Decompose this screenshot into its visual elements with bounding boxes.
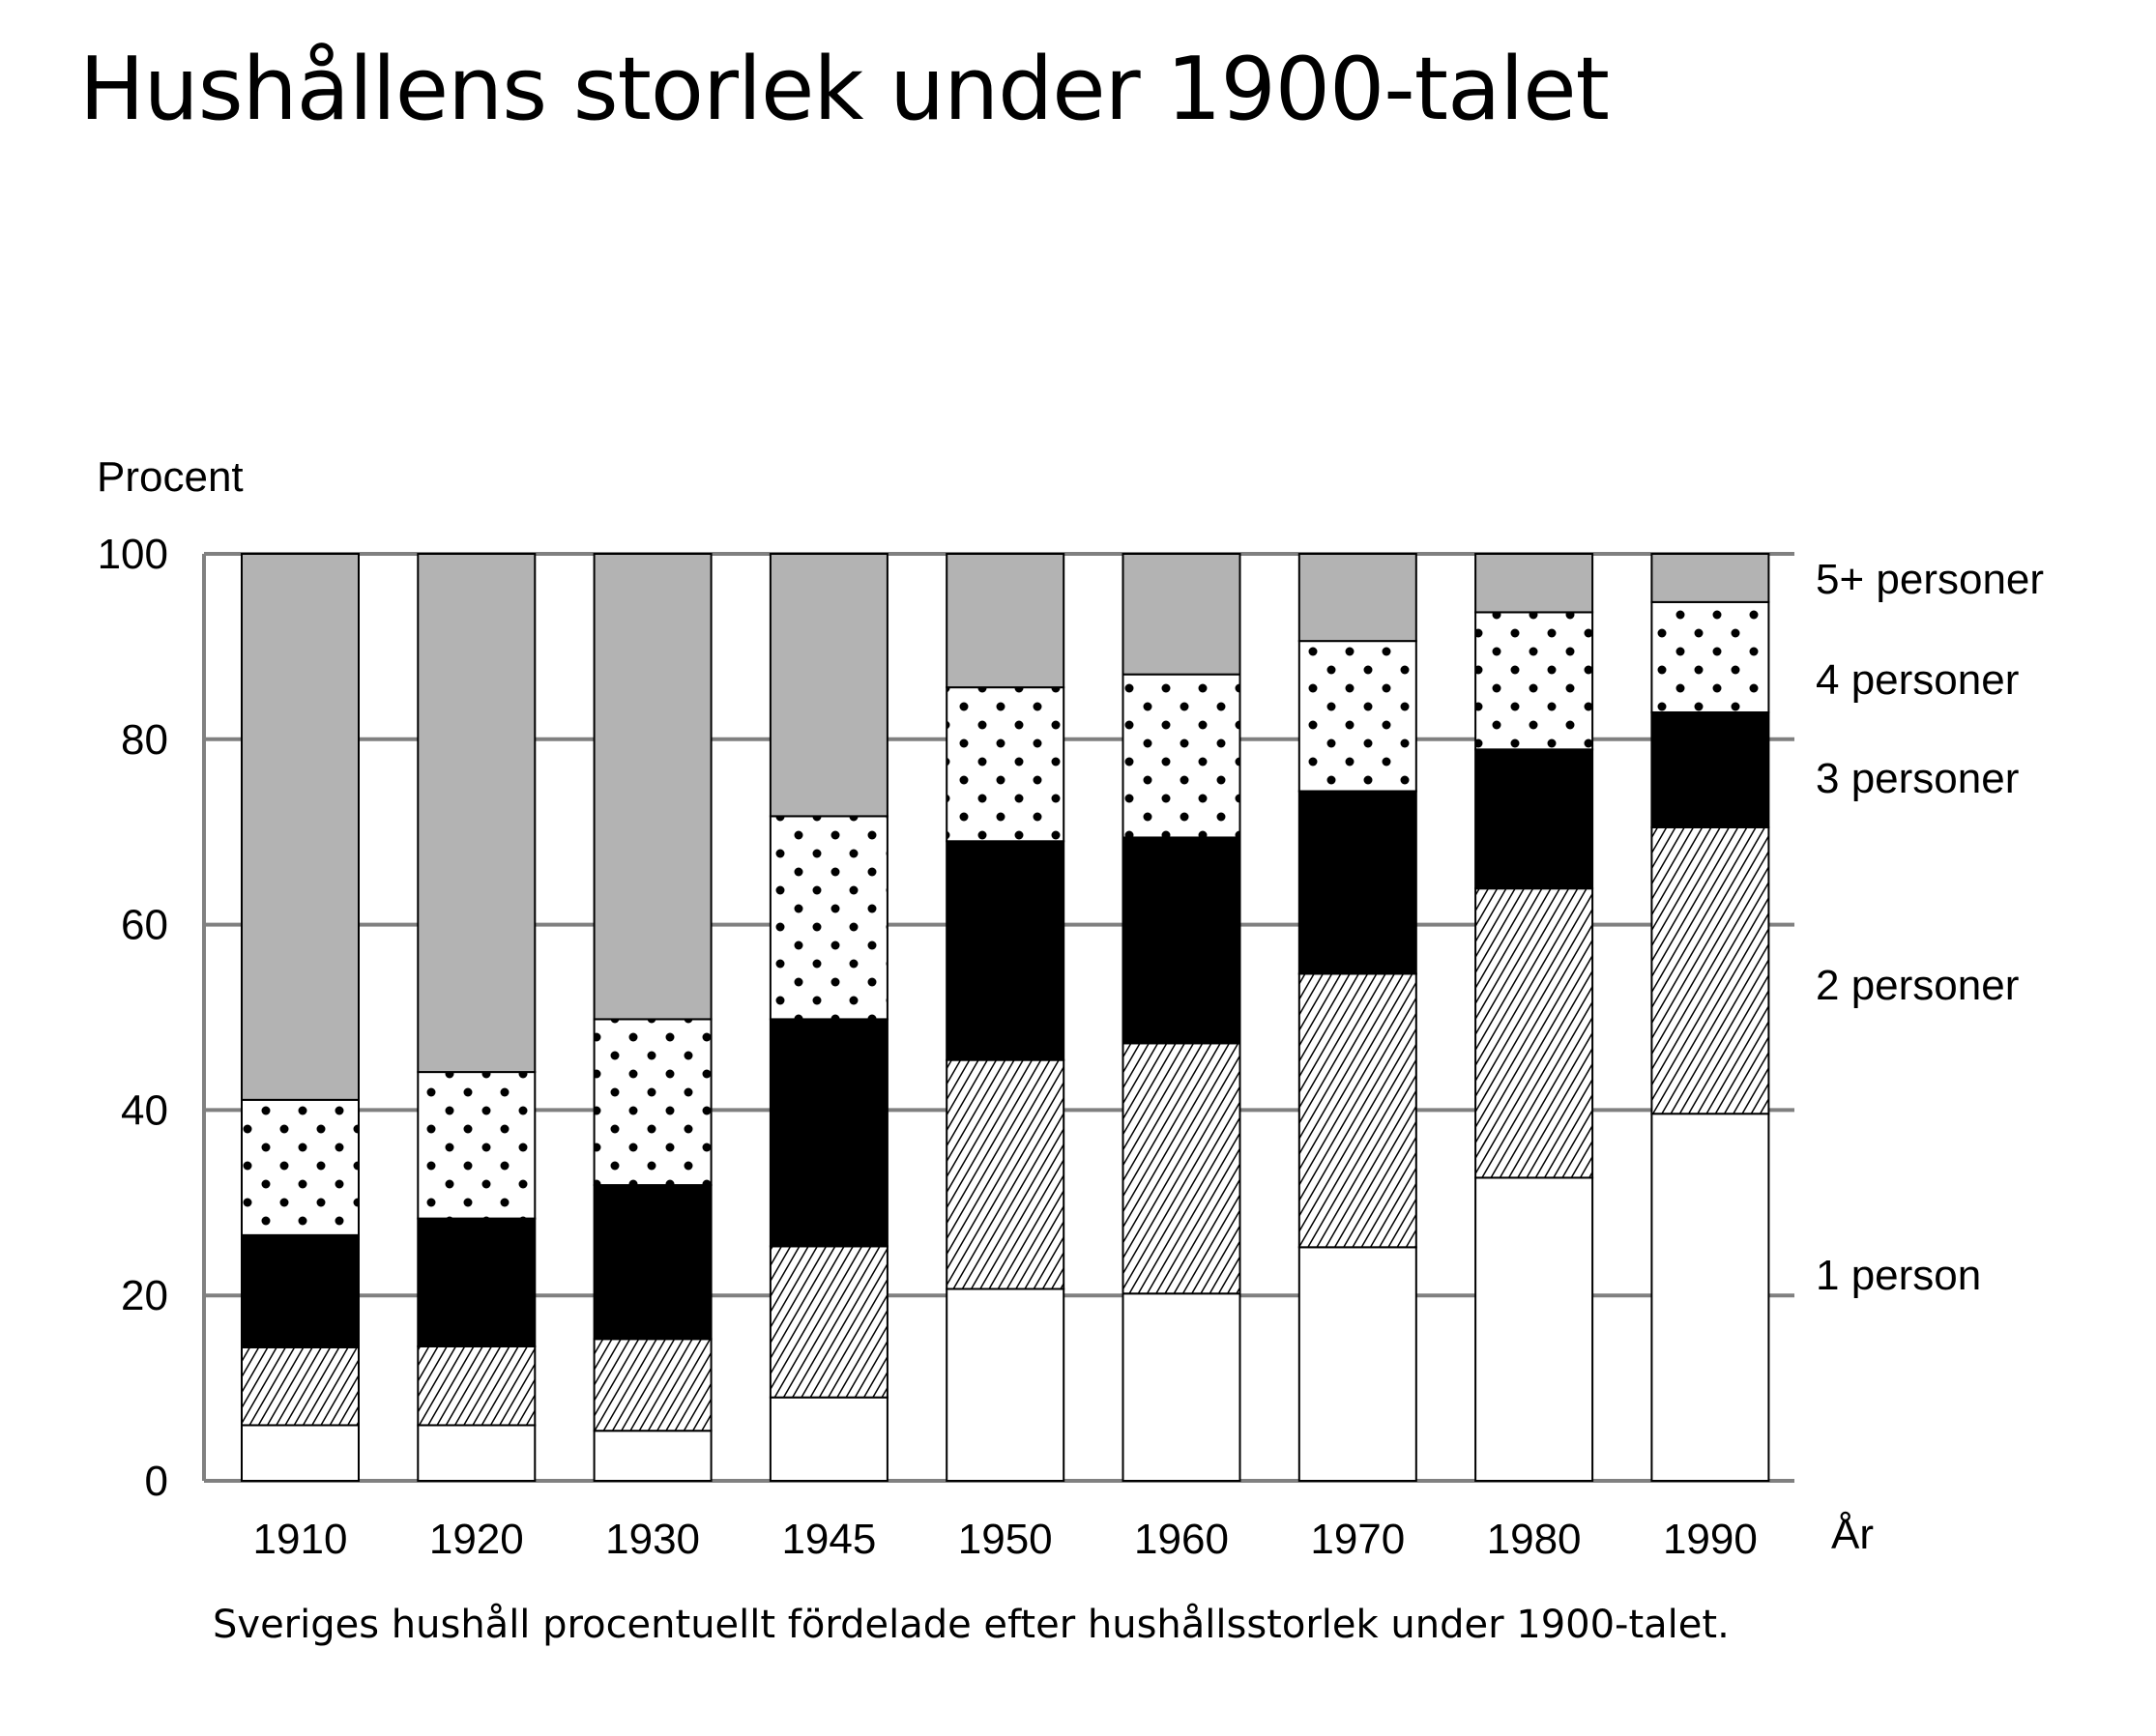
y-axis-label: Procent — [97, 453, 244, 501]
bar-segment-1920-3 — [417, 1217, 537, 1347]
bar-segment-1970-1 — [1297, 1246, 1417, 1483]
page-title: Hushållens storlek under 1900-talet — [79, 39, 1610, 140]
bar-segment-1950-4 — [946, 686, 1065, 843]
bar-segment-1910-1 — [241, 1424, 360, 1482]
bar-segment-1960-2 — [1122, 1042, 1241, 1295]
bar-segment-1990-2 — [1650, 825, 1770, 1115]
bar-segment-1945-1 — [769, 1396, 889, 1482]
legend-label: 4 personer — [1816, 656, 2019, 704]
bar-segment-1970-5 — [1297, 553, 1417, 643]
bar-segment-1930-5 — [593, 553, 713, 1021]
bar-segment-1930-2 — [593, 1338, 713, 1432]
bar-segment-1960-3 — [1122, 836, 1241, 1045]
legend-label: 5+ personer — [1816, 556, 2044, 603]
y-tick-label: 80 — [121, 716, 168, 764]
bar-segment-1945-5 — [769, 553, 889, 818]
bar-segment-1945-2 — [769, 1245, 889, 1399]
y-tick-label: 20 — [121, 1272, 168, 1319]
y-tick-label: 40 — [121, 1086, 168, 1134]
bar-segment-1945-4 — [769, 815, 889, 1021]
bar-segment-1980-3 — [1474, 748, 1594, 890]
bar-segment-1910-4 — [241, 1098, 360, 1236]
bar-segment-1960-4 — [1122, 673, 1241, 839]
bar-segment-1980-5 — [1474, 553, 1594, 614]
legend-label: 2 personer — [1816, 962, 2019, 1009]
bar-segment-1910-5 — [241, 553, 360, 1101]
x-tick-label: 1920 — [429, 1516, 524, 1563]
y-tick-label: 100 — [98, 531, 168, 578]
x-tick-label: 1945 — [781, 1516, 876, 1563]
x-tick-label: 1960 — [1134, 1516, 1229, 1563]
x-tick-label: 1930 — [605, 1516, 700, 1563]
bar-segment-1980-2 — [1474, 887, 1594, 1179]
bar-segment-1980-1 — [1474, 1176, 1594, 1482]
x-tick-label: 1910 — [253, 1516, 348, 1563]
x-tick-label: 1990 — [1663, 1516, 1758, 1563]
bar-segment-1970-3 — [1297, 790, 1417, 975]
legend-label: 1 person — [1816, 1252, 1981, 1299]
x-tick-label: 1950 — [958, 1516, 1053, 1563]
bar-segment-1910-2 — [241, 1345, 360, 1427]
bar-segment-1970-2 — [1297, 972, 1417, 1249]
bar-segment-1990-5 — [1650, 553, 1770, 603]
bar-segment-1920-2 — [417, 1345, 537, 1427]
bar-segment-1945-3 — [769, 1018, 889, 1248]
x-tick-label: 1970 — [1310, 1516, 1405, 1563]
figure-caption: Sveriges hushåll procentuellt fördelade … — [213, 1603, 1730, 1647]
x-tick-label: 1980 — [1487, 1516, 1582, 1563]
bar-segment-1910-3 — [241, 1233, 360, 1348]
bar-segment-1930-3 — [593, 1184, 713, 1341]
bar-segment-1930-1 — [593, 1430, 713, 1482]
bar-segment-1950-2 — [946, 1058, 1065, 1290]
bar-segment-1980-4 — [1474, 611, 1594, 751]
bar-segment-1960-5 — [1122, 553, 1241, 676]
bar-segment-1950-5 — [946, 553, 1065, 689]
bar-segment-1950-1 — [946, 1288, 1065, 1483]
bar-segment-1960-1 — [1122, 1292, 1241, 1482]
bar-segment-1970-4 — [1297, 640, 1417, 793]
bar-segment-1990-1 — [1650, 1113, 1770, 1482]
bar-segment-1920-1 — [417, 1424, 537, 1482]
bar-segment-1990-4 — [1650, 600, 1770, 713]
bar-segment-1920-5 — [417, 553, 537, 1074]
bar-segment-1990-3 — [1650, 710, 1770, 828]
y-tick-label: 0 — [145, 1458, 168, 1505]
bar-segment-1920-4 — [417, 1071, 537, 1220]
legend-label: 3 personer — [1816, 755, 2019, 802]
bar-segment-1950-3 — [946, 840, 1065, 1061]
x-axis-label: År — [1831, 1511, 1874, 1558]
y-tick-label: 60 — [121, 902, 168, 949]
bar-segment-1930-4 — [593, 1018, 713, 1187]
